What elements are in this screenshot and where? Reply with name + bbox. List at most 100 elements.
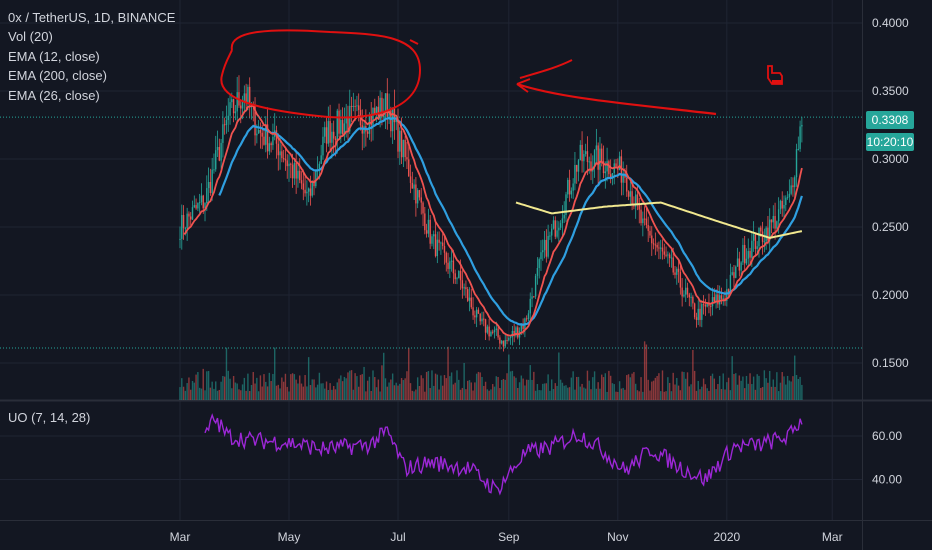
candle-body bbox=[618, 156, 621, 170]
volume-bar bbox=[334, 389, 337, 400]
volume-bar bbox=[248, 391, 251, 400]
volume-bar bbox=[274, 347, 276, 400]
candle-body bbox=[429, 219, 431, 244]
candle-body bbox=[690, 296, 692, 298]
candle-body bbox=[490, 331, 492, 337]
candle-body bbox=[182, 214, 185, 229]
candle-body bbox=[742, 244, 744, 263]
candle-body bbox=[272, 136, 274, 146]
volume-bar bbox=[390, 379, 392, 400]
volume-bar bbox=[436, 374, 439, 400]
volume-bar bbox=[579, 386, 581, 400]
candle-body bbox=[735, 266, 737, 278]
volume-bar bbox=[268, 372, 271, 400]
candle-body bbox=[636, 194, 639, 204]
volume-bar bbox=[184, 390, 187, 400]
candle-body bbox=[597, 145, 599, 170]
candle-body bbox=[740, 262, 742, 271]
candle-body bbox=[677, 268, 680, 272]
candle-body bbox=[331, 131, 333, 143]
candle-body bbox=[223, 124, 226, 126]
volume-bar bbox=[270, 381, 272, 400]
candle-body bbox=[626, 177, 628, 192]
volume-bar bbox=[216, 390, 219, 400]
candle-body bbox=[306, 191, 308, 194]
candle-body bbox=[634, 194, 637, 207]
volume-bar bbox=[525, 379, 528, 400]
candle-body bbox=[318, 163, 321, 170]
volume-bar bbox=[540, 390, 542, 400]
uo-indicator-label[interactable]: UO (7, 14, 28) bbox=[8, 410, 91, 425]
candle-body bbox=[770, 219, 773, 223]
volume-bar bbox=[706, 388, 708, 400]
volume-bar bbox=[332, 385, 335, 400]
volume-bar bbox=[749, 373, 751, 400]
countdown-tag-background bbox=[866, 133, 914, 151]
volume-bar bbox=[636, 390, 639, 400]
candle-body bbox=[676, 268, 678, 275]
volume-bar bbox=[306, 386, 308, 400]
candle-body bbox=[749, 251, 751, 258]
volume-bar bbox=[279, 388, 281, 400]
candle-body bbox=[633, 205, 635, 207]
candle-body bbox=[643, 218, 646, 220]
candle-body bbox=[259, 129, 262, 133]
candle-body bbox=[799, 126, 801, 149]
volume-bar bbox=[681, 371, 683, 400]
candle-body bbox=[243, 93, 246, 101]
ema26-indicator-label[interactable]: EMA (26, close) bbox=[8, 87, 100, 103]
candle-body bbox=[499, 337, 501, 344]
volume-bar bbox=[375, 387, 378, 400]
volume-bar bbox=[767, 382, 769, 400]
time-tick-label: May bbox=[278, 530, 301, 544]
volume-bar bbox=[299, 375, 301, 400]
volume-bar bbox=[790, 381, 792, 400]
candle-body bbox=[465, 287, 467, 290]
time-tick-label: 2020 bbox=[713, 530, 740, 544]
volume-bar bbox=[465, 389, 467, 400]
candle-body bbox=[431, 236, 433, 244]
candle-body bbox=[697, 308, 699, 321]
candle-body bbox=[281, 151, 283, 159]
candle-body bbox=[672, 257, 674, 273]
price-tick-label: 0.2500 bbox=[872, 220, 909, 234]
volume-bar bbox=[508, 354, 510, 400]
candle-body bbox=[366, 131, 369, 134]
candle-body bbox=[309, 188, 312, 196]
candle-body bbox=[663, 251, 665, 255]
candle-body bbox=[717, 294, 719, 305]
candle-body bbox=[529, 298, 531, 314]
candle-body bbox=[602, 161, 605, 174]
volume-bar bbox=[629, 377, 632, 400]
volume-bar bbox=[726, 382, 728, 400]
volume-bar bbox=[415, 389, 417, 400]
candle-body bbox=[769, 219, 771, 241]
candle-body bbox=[693, 303, 696, 318]
volume-bar bbox=[604, 373, 607, 400]
volume-bar bbox=[182, 386, 185, 400]
candle-body bbox=[588, 161, 590, 163]
candle-body bbox=[590, 161, 592, 172]
pointing-hand-outline bbox=[767, 65, 783, 85]
candle-body bbox=[391, 108, 394, 132]
volume-bar bbox=[241, 384, 244, 400]
volume-bar bbox=[338, 378, 340, 400]
volume-bar bbox=[711, 373, 714, 400]
vol-indicator-label[interactable]: Vol (20) bbox=[8, 29, 53, 45]
symbol-title[interactable]: 0x / TetherUS, 1D, BINANCE bbox=[8, 10, 176, 25]
candle-body bbox=[415, 184, 417, 204]
volume-bar bbox=[622, 387, 624, 400]
ema12-indicator-label[interactable]: EMA (12, close) bbox=[8, 48, 100, 64]
volume-bar bbox=[433, 385, 435, 400]
volume-bar bbox=[563, 385, 565, 400]
volume-bar bbox=[570, 377, 573, 400]
candle-body bbox=[315, 170, 317, 187]
candle-body bbox=[631, 191, 633, 206]
volume-bar bbox=[609, 375, 612, 400]
ema200-indicator-label[interactable]: EMA (200, close) bbox=[8, 68, 107, 84]
candle-body bbox=[450, 260, 453, 262]
candle-body bbox=[661, 247, 664, 252]
volume-bar bbox=[395, 382, 397, 400]
volume-bar bbox=[552, 389, 555, 400]
